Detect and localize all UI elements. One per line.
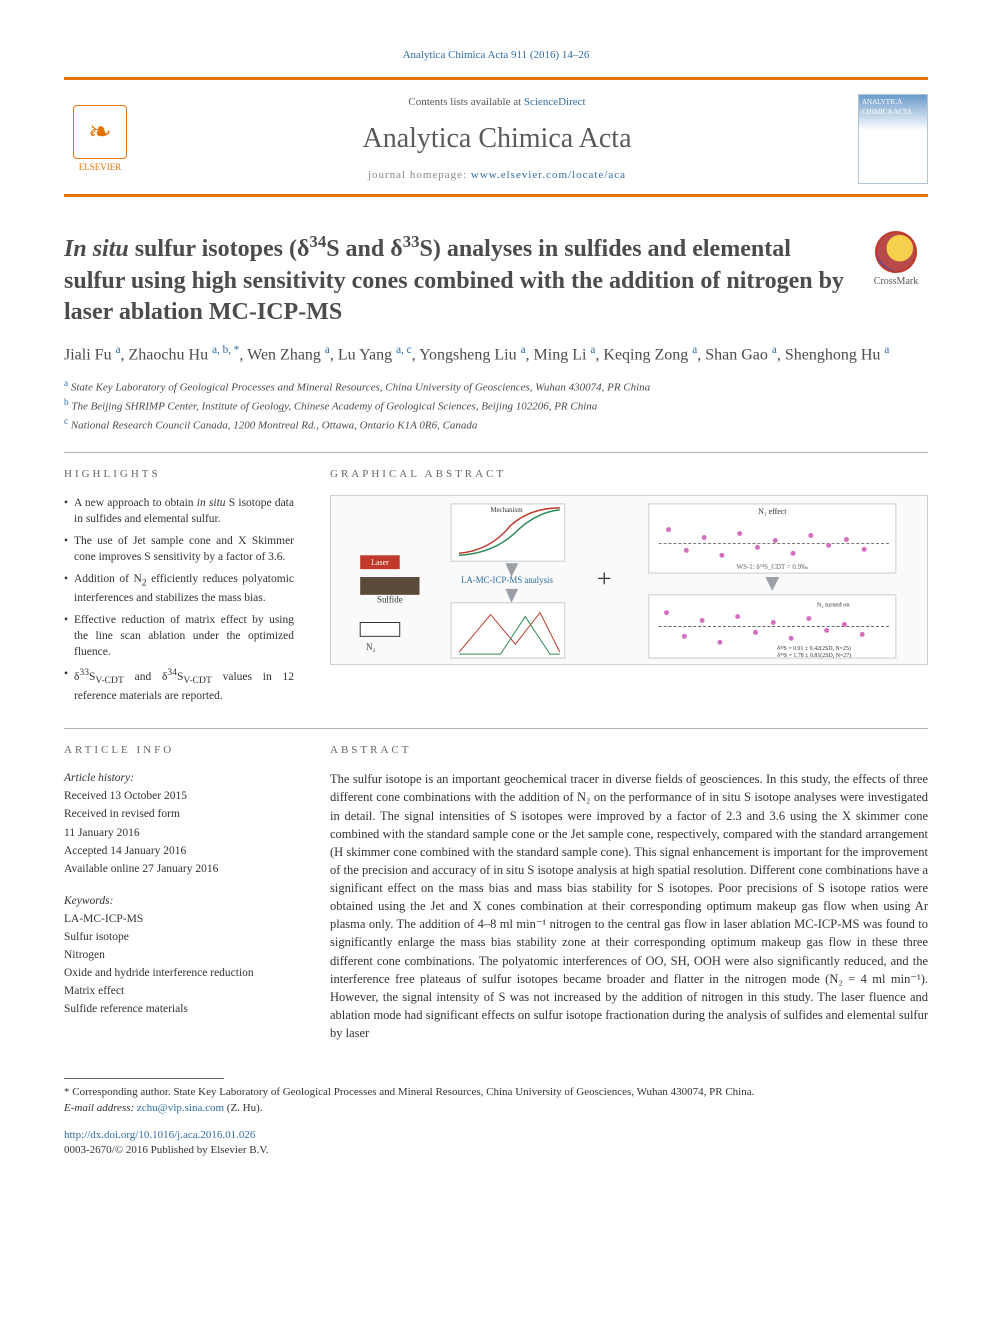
history-line: Received in revised form — [64, 806, 294, 822]
graphical-heading: GRAPHICAL ABSTRACT — [330, 467, 928, 482]
history-head: Article history: — [64, 770, 294, 786]
highlights-heading: HIGHLIGHTS — [64, 467, 294, 482]
article-title: In situ sulfur isotopes (δ34S and δ33S) … — [64, 231, 844, 328]
keyword: Sulfide reference materials — [64, 1001, 294, 1017]
svg-text:LA-MC-ICP-MS analysis: LA-MC-ICP-MS analysis — [461, 575, 554, 585]
highlight-item: A new approach to obtain in situ S isoto… — [64, 495, 294, 527]
elsevier-tree-icon: ❧ — [73, 105, 127, 159]
graphical-col: GRAPHICAL ABSTRACT Laser Sulfide N₂ LA-M… — [330, 467, 928, 709]
history-line: Received 13 October 2015 — [64, 788, 294, 804]
affiliations: a State Key Laboratory of Geological Pro… — [64, 377, 928, 434]
doi-link[interactable]: http://dx.doi.org/10.1016/j.aca.2016.01.… — [64, 1129, 255, 1141]
cover-label: ANALYTICA CHIMICA ACTA — [862, 98, 912, 116]
svg-text:Laser: Laser — [371, 558, 389, 567]
highlights-graphical-row: HIGHLIGHTS A new approach to obtain in s… — [64, 467, 928, 709]
history-line: Available online 27 January 2016 — [64, 861, 294, 877]
abstract-col: ABSTRACT The sulfur isotope is an import… — [330, 743, 928, 1042]
highlight-item: Addition of N2 efficiently reduces polya… — [64, 571, 294, 606]
title-block: In situ sulfur isotopes (δ34S and δ33S) … — [64, 231, 928, 328]
email-suffix: (Z. Hu). — [227, 1102, 263, 1114]
email-link[interactable]: zchu@vip.sina.com — [137, 1102, 224, 1114]
footnote-block: * Corresponding author. State Key Labora… — [64, 1085, 928, 1116]
journal-cover-thumb: ANALYTICA CHIMICA ACTA — [858, 94, 928, 184]
homepage-line: journal homepage: www.elsevier.com/locat… — [154, 168, 840, 183]
crossmark-label: CrossMark — [874, 276, 918, 287]
footnote-rule — [64, 1078, 224, 1079]
email-line: E-mail address: zchu@vip.sina.com (Z. Hu… — [64, 1101, 928, 1116]
doi-block: http://dx.doi.org/10.1016/j.aca.2016.01.… — [64, 1128, 928, 1159]
keyword: Sulfur isotope — [64, 929, 294, 945]
publisher-label: ELSEVIER — [79, 161, 122, 174]
keyword: LA-MC-ICP-MS — [64, 911, 294, 927]
svg-text:Sulfide: Sulfide — [377, 595, 403, 605]
header-center: Contents lists available at ScienceDirec… — [154, 95, 840, 183]
svg-text:N₂ turned on: N₂ turned on — [817, 601, 851, 608]
abstract-text: The sulfur isotope is an important geoch… — [330, 770, 928, 1042]
copyright: 0003-2670/© 2016 Published by Elsevier B… — [64, 1144, 269, 1156]
svg-text:N₂ effect: N₂ effect — [758, 507, 787, 516]
affiliation-c: c National Research Council Canada, 1200… — [64, 415, 928, 434]
abstract-heading: ABSTRACT — [330, 743, 928, 758]
corresponding-author: * Corresponding author. State Key Labora… — [64, 1085, 928, 1100]
highlight-item: Effective reduction of matrix effect by … — [64, 612, 294, 660]
article-info-heading: ARTICLE INFO — [64, 743, 294, 758]
graphical-abstract-svg: Laser Sulfide N₂ LA-MC-ICP-MS analysis M… — [331, 496, 927, 664]
svg-text:δ³⁴S = 1.78 ± 0.81(2SD, N=27): δ³⁴S = 1.78 ± 0.81(2SD, N=27) — [777, 652, 851, 659]
highlight-item: The use of Jet sample cone and X Skimmer… — [64, 533, 294, 565]
svg-text:δ³³S = 0.91 ± 0.42(2SD, N=25): δ³³S = 0.91 ± 0.42(2SD, N=25) — [777, 645, 851, 652]
svg-text:WS-1: δ³⁴S_CDT = 0.9‰: WS-1: δ³⁴S_CDT = 0.9‰ — [737, 564, 808, 571]
highlights-list: A new approach to obtain in situ S isoto… — [64, 495, 294, 704]
elsevier-logo: ❧ ELSEVIER — [64, 98, 136, 180]
highlights-col: HIGHLIGHTS A new approach to obtain in s… — [64, 467, 294, 709]
graphical-abstract: Laser Sulfide N₂ LA-MC-ICP-MS analysis M… — [330, 495, 928, 665]
rule-2 — [64, 728, 928, 729]
keyword: Nitrogen — [64, 947, 294, 963]
sciencedirect-link[interactable]: ScienceDirect — [524, 96, 586, 108]
page-container: Analytica Chimica Acta 911 (2016) 14–26 … — [0, 0, 992, 1199]
homepage-prefix: journal homepage: — [368, 169, 471, 181]
affiliation-b: b The Beijing SHRIMP Center, Institute o… — [64, 396, 928, 415]
keyword: Oxide and hydride interference reduction — [64, 965, 294, 981]
authors-list: Jiali Fu a, Zhaochu Hu a, b, *, Wen Zhan… — [64, 342, 928, 367]
history-line: 11 January 2016 — [64, 825, 294, 841]
highlight-item: δ33SV-CDT and δ34SV-CDT values in 12 ref… — [64, 666, 294, 704]
crossmark-widget[interactable]: CrossMark — [864, 231, 928, 289]
journal-name: Analytica Chimica Acta — [154, 119, 840, 158]
homepage-link[interactable]: www.elsevier.com/locate/aca — [471, 169, 626, 181]
svg-text:+: + — [597, 564, 612, 593]
svg-text:Mechanism: Mechanism — [490, 507, 523, 514]
email-label: E-mail address: — [64, 1102, 134, 1114]
contents-line: Contents lists available at ScienceDirec… — [154, 95, 840, 110]
citation-bar: Analytica Chimica Acta 911 (2016) 14–26 — [64, 48, 928, 63]
crossmark-icon — [875, 231, 917, 273]
history-line: Accepted 14 January 2016 — [64, 843, 294, 859]
article-info-col: ARTICLE INFO Article history: Received 1… — [64, 743, 294, 1042]
affiliation-a: a State Key Laboratory of Geological Pro… — [64, 377, 928, 396]
journal-header: ❧ ELSEVIER Contents lists available at S… — [64, 77, 928, 197]
info-abstract-row: ARTICLE INFO Article history: Received 1… — [64, 743, 928, 1042]
keyword: Matrix effect — [64, 983, 294, 999]
contents-prefix: Contents lists available at — [408, 96, 523, 108]
keywords-head: Keywords: — [64, 893, 294, 909]
svg-text:N₂: N₂ — [366, 642, 376, 652]
rule-1 — [64, 452, 928, 453]
